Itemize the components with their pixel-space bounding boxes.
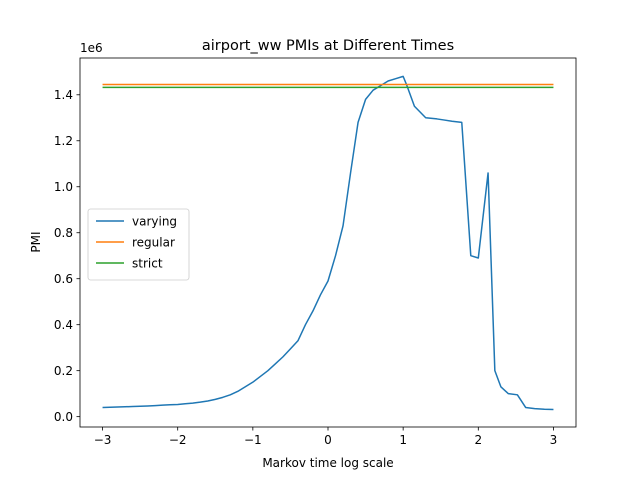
legend-label-varying: varying (132, 214, 177, 228)
y-offset-text: 1e6 (80, 41, 103, 55)
y-tick-label: 0.8 (54, 226, 73, 240)
x-tick-label: −3 (94, 433, 112, 447)
y-tick-label: 1.4 (54, 88, 73, 102)
chart-title: airport_ww PMIs at Different Times (202, 38, 454, 54)
y-tick-label: 0.4 (54, 318, 73, 332)
y-tick-label: 0.0 (54, 410, 73, 424)
y-tick-label: 0.6 (54, 272, 73, 286)
legend-label-strict: strict (132, 256, 163, 270)
x-tick-label: −1 (244, 433, 262, 447)
x-tick-label: 3 (550, 433, 558, 447)
plot-area: −3 −2 −1 0 1 2 3 0.0 0.2 0.4 0.6 0.8 1.0 1.2 1.4 varyin… (54, 57, 577, 447)
y-tick-label: 1.2 (54, 134, 73, 148)
x-tick-label: 0 (324, 433, 332, 447)
y-axis-label: PMI (29, 231, 43, 252)
y-tick-label: 0.2 (54, 364, 73, 378)
x-tick-label: 2 (474, 433, 482, 447)
legend-label-regular: regular (132, 235, 175, 249)
x-tick-label: 1 (399, 433, 407, 447)
x-tick-label: −2 (169, 433, 187, 447)
x-axis-label: Markov time log scale (262, 456, 393, 470)
y-tick-label: 1.0 (54, 180, 73, 194)
series-line-varying (102, 75, 554, 411)
